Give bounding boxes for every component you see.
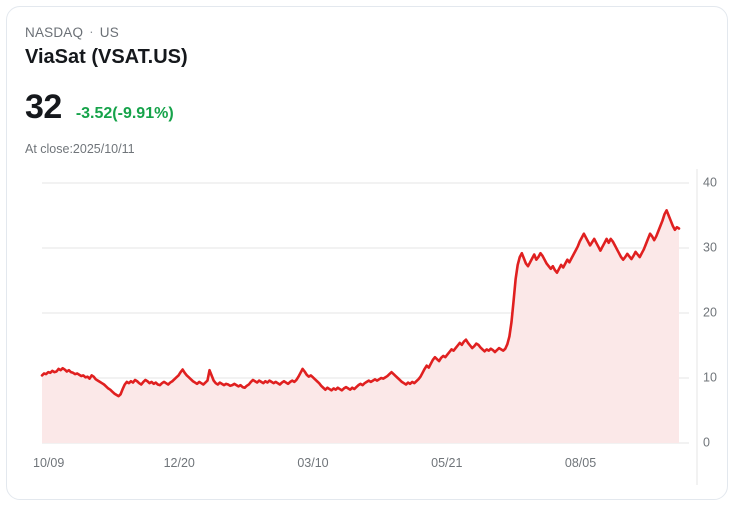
x-axis-tick-label: 08/05 [565, 456, 596, 470]
at-close-timestamp: At close:2025/10/11 [25, 142, 135, 156]
current-price: 32 [25, 88, 62, 126]
separator-dot: · [89, 24, 94, 39]
price-chart-svg[interactable]: 0 10 20 30 40 10/09 12/20 03/10 05/21 08/05 [7, 165, 728, 485]
price-chart[interactable]: 0 10 20 30 40 10/09 12/20 03/10 05/21 08/05 [7, 165, 728, 485]
stock-quote-card: NASDAQ · US ViaSat (VSAT.US) 32 -3.52(-9.9… [6, 6, 728, 500]
y-axis-tick-label: 10 [703, 370, 717, 384]
y-axis-tick-label: 0 [703, 435, 710, 449]
x-axis-tick-label: 10/09 [33, 456, 64, 470]
page-title: ViaSat (VSAT.US) [25, 46, 188, 68]
exchange-row: NASDAQ · US [25, 23, 625, 42]
x-axis-tick-label: 05/21 [431, 456, 462, 470]
x-axis-tick-label: 12/20 [164, 456, 195, 470]
y-axis-tick-label: 40 [703, 175, 717, 189]
price-row: 32 -3.52(-9.91%) [25, 87, 625, 127]
y-axis-tick-label: 30 [703, 240, 717, 254]
chart-line [40, 209, 681, 398]
price-change: -3.52(-9.91%) [75, 105, 174, 122]
country-code: US [99, 25, 119, 40]
quote-header: NASDAQ · US ViaSat (VSAT.US) 32 -3.52(-9.9… [25, 23, 625, 158]
y-axis-tick-label: 20 [703, 305, 717, 319]
x-axis-tick-label: 03/10 [297, 456, 328, 470]
chart-area-fill [42, 210, 679, 443]
exchange-name: NASDAQ [25, 25, 84, 40]
